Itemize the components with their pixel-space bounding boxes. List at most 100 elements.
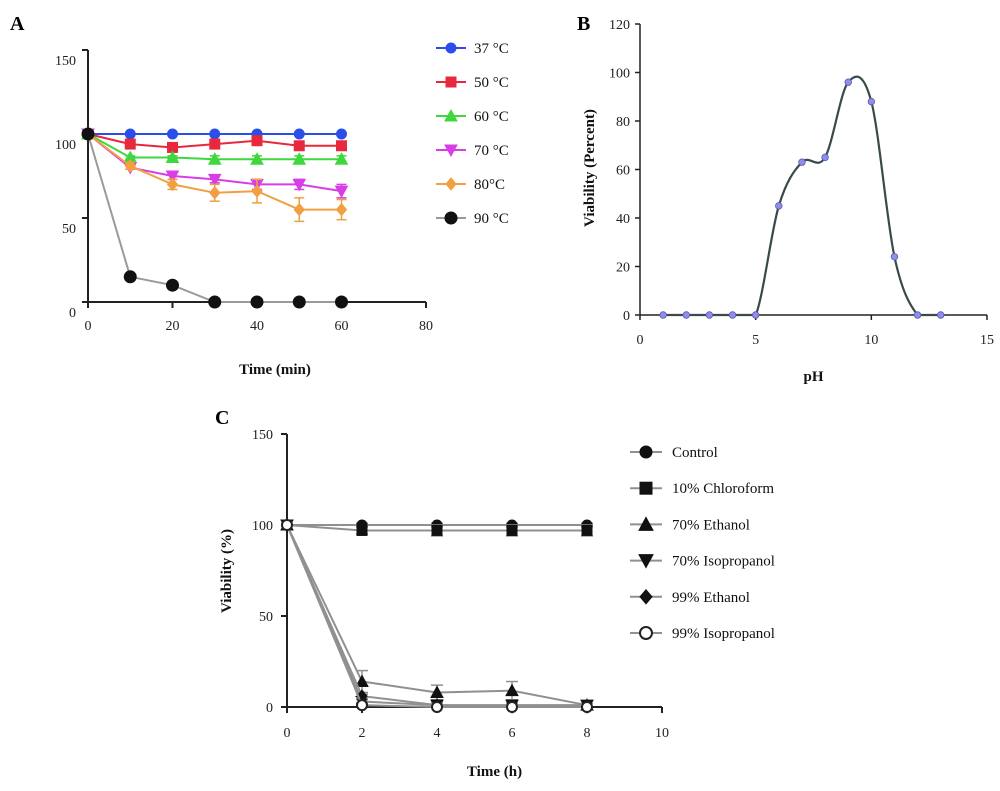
panel-c-legend-marker — [639, 481, 653, 495]
panel-c-y-tick-label: 50 — [259, 610, 273, 625]
panel-a-data-point — [251, 184, 263, 198]
panel-a-data-point — [250, 152, 264, 165]
panel-a-data-point — [293, 128, 305, 140]
panel-a-data-point — [335, 295, 348, 309]
panel-b-data-point — [659, 311, 667, 319]
panel-c-data-point — [431, 701, 443, 713]
panel-a-x-axis-title: Time (min) — [239, 362, 311, 378]
panel-a-y-tick-label: 150 — [55, 54, 76, 69]
panel-a-data-point — [293, 140, 305, 152]
panel-a-data-point — [292, 295, 306, 309]
panel-a-data-point — [123, 270, 137, 284]
panel-a-y-tick-label: 0 — [69, 306, 76, 321]
panel-c-x-tick-label: 2 — [359, 726, 366, 741]
panel-b-data-point — [798, 158, 806, 166]
panel-c: C 0 50 100 150 0 2 4 6 8 10 Control 10% Chloroform… — [215, 407, 775, 780]
panel-a-x-tick-label: 20 — [166, 319, 180, 334]
panel-c-y-axis-title: Viability (%) — [219, 529, 235, 613]
panel-b-data-point — [775, 202, 783, 210]
panel-c-data-point — [281, 519, 293, 531]
panel-a-data-point — [335, 202, 348, 217]
panel-c-y-tick-label: 0 — [266, 701, 273, 716]
panel-b-data-point — [821, 153, 829, 162]
panel-a-x-tick-label: 40 — [250, 319, 264, 334]
panel-a-data-point — [292, 152, 307, 165]
panel-c-data-point — [581, 524, 593, 536]
panel-a-legend-label: 37 °C — [474, 41, 509, 57]
panel-b-letter: B — [577, 13, 590, 35]
panel-c-letter: C — [215, 407, 229, 429]
panel-b-data-point — [890, 253, 899, 261]
panel-c-y-tick-label: 100 — [252, 519, 273, 534]
panel-c-x-tick-label: 0 — [284, 726, 291, 741]
panel-b-y-tick-label: 100 — [609, 67, 630, 82]
panel-c-legend-marker — [639, 626, 653, 640]
panel-c-x-tick-label: 8 — [584, 726, 591, 741]
panel-c-data-point — [506, 524, 518, 536]
panel-a-x-tick-label: 60 — [335, 319, 349, 334]
panel-a-data-point — [292, 178, 307, 192]
panel-c-data-point — [430, 685, 444, 698]
panel-a-legend-marker — [444, 108, 458, 122]
panel-a-data-point — [293, 202, 305, 217]
panel-c-legend-marker — [638, 516, 654, 531]
panel-c-x-tick-label: 6 — [509, 726, 516, 741]
panel-a-data-point — [208, 295, 222, 309]
panel-a-y-tick-label: 50 — [62, 222, 76, 237]
panel-c-y-tick-label: 150 — [252, 428, 273, 443]
panel-b-y-tick-label: 80 — [616, 115, 630, 130]
panel-b-x-tick-label: 15 — [980, 333, 994, 348]
panel-a-data-point — [167, 128, 178, 140]
panel-a-legend-label: 80°C — [474, 177, 505, 193]
panel-b-y-tick-label: 120 — [609, 18, 630, 33]
panel-b-data-point — [705, 311, 714, 319]
panel-c-legend-label: 99% Isopropanol — [672, 626, 775, 642]
panel-a-x-tick-label: 80 — [419, 319, 433, 334]
panel-a-y-tick-label: 100 — [55, 138, 76, 153]
panel-c-legend-marker — [639, 589, 653, 605]
panel-a-legend-label: 60 °C — [474, 109, 509, 125]
panel-a-data-point — [165, 170, 180, 184]
panel-a-data-point — [166, 278, 179, 292]
panel-a-data-point — [209, 186, 221, 200]
panel-b-y-axis-title: Viability (Percent) — [582, 109, 598, 227]
panel-a-data-point — [207, 152, 222, 165]
panel-b-y-tick-label: 0 — [623, 309, 630, 324]
panel-c-data-point — [356, 524, 368, 536]
panel-b-data-point — [867, 97, 876, 106]
panel-b: B 0 20 40 60 80 100 120 0 5 10 15 pH Viability (Pe… — [577, 13, 994, 385]
panel-c-x-tick-label: 4 — [434, 726, 441, 741]
panel-a-data-point — [124, 138, 136, 150]
panel-a-legend-label: 50 °C — [474, 75, 509, 91]
panel-b-y-tick-label: 60 — [616, 164, 630, 179]
panel-a-data-point — [81, 127, 95, 141]
panel-a-data-point — [250, 295, 264, 309]
panel-c-data-point — [505, 683, 519, 697]
panel-a-data-point — [124, 128, 136, 140]
panel-c-legend-label: 10% Chloroform — [672, 481, 774, 497]
panel-a-data-point — [334, 185, 349, 199]
panel-a-data-point — [124, 159, 136, 173]
panel-c-data-point — [506, 701, 518, 713]
panel-b-data-point — [728, 311, 737, 319]
panel-b-series-line — [663, 75, 941, 317]
panel-b-y-tick-label: 20 — [616, 261, 630, 276]
panel-b-x-tick-label: 10 — [864, 333, 878, 348]
panel-a-letter: A — [10, 13, 25, 35]
panel-b-data-point — [844, 78, 852, 86]
panel-c-series-line — [286, 524, 587, 707]
panel-a-data-point — [165, 150, 180, 164]
panel-a-legend-marker — [444, 211, 458, 225]
panel-a-data-point — [209, 138, 221, 150]
panel-c-series-line — [286, 524, 587, 708]
panel-c-data-point — [581, 701, 593, 713]
panel-c-legend-marker — [639, 445, 653, 459]
panel-a-legend-marker — [445, 76, 457, 88]
panel-a-legend-label: 90 °C — [474, 211, 509, 227]
panel-b-data-point — [913, 311, 922, 319]
panel-c-data-point — [356, 699, 368, 712]
panel-c-data-point — [355, 674, 369, 688]
panel-b-x-tick-label: 0 — [637, 333, 644, 348]
panel-a-data-point — [209, 128, 221, 140]
